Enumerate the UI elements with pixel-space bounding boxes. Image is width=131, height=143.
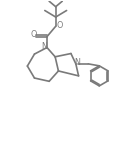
Text: O: O (31, 30, 37, 39)
Text: O: O (56, 21, 63, 30)
Text: N: N (74, 58, 80, 67)
Text: N: N (41, 42, 47, 51)
